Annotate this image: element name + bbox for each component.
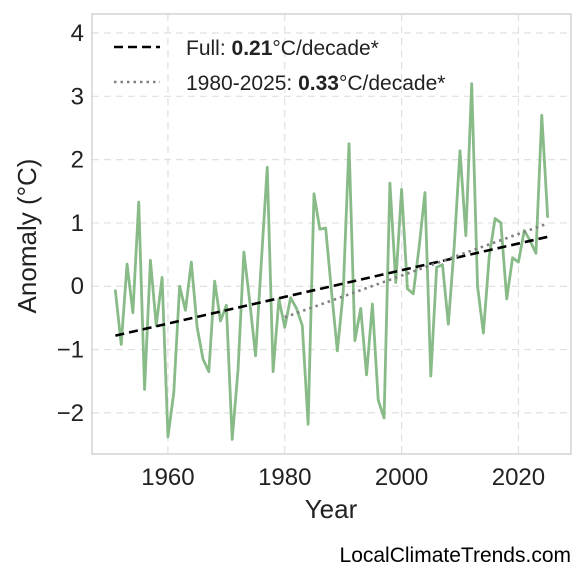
legend-full-prefix: Full: [186,37,232,60]
legend-full-unit: °C/decade* [272,37,378,60]
x-axis-title: Year [305,494,358,524]
legend-recent-prefix: 1980-2025: [186,72,298,95]
legend-recent-rate: 0.33 [298,72,339,95]
series-layer [113,82,550,441]
y-tick-label: −2 [57,400,84,427]
y-tick-label: 2 [71,147,84,174]
trend-line-recent [284,222,549,319]
legend-label-recent-trend: 1980-2025: 0.33°C/decade* [186,72,445,95]
y-tick-label: 4 [71,20,84,47]
trend-line-full [115,235,548,337]
site-watermark: LocalClimateTrends.com [339,544,571,567]
x-tick-label: 1980 [258,464,311,491]
grid-lines [92,14,571,454]
legend-label-full-trend: Full: 0.21°C/decade* [186,37,379,60]
y-tick-label: 3 [71,83,84,110]
y-axis-title: Anomaly (°C) [12,159,42,314]
y-tick-label: 0 [71,273,84,300]
x-tick-label: 1960 [141,464,194,491]
tick-labels: 1960 1980 2000 2020 −2 −1 0 1 2 3 4 [57,20,545,491]
annual-anomaly-line [113,82,550,441]
legend-full-rate: 0.21 [232,37,273,60]
x-tick-label: 2000 [375,464,428,491]
y-tick-label: −1 [57,337,84,364]
x-tick-label: 2020 [492,464,545,491]
legend-recent-unit: °C/decade* [339,72,445,95]
legend: Full: 0.21°C/decade* 1980-2025: 0.33°C/d… [114,37,445,95]
y-tick-label: 1 [71,210,84,237]
plot-frame [91,13,572,455]
